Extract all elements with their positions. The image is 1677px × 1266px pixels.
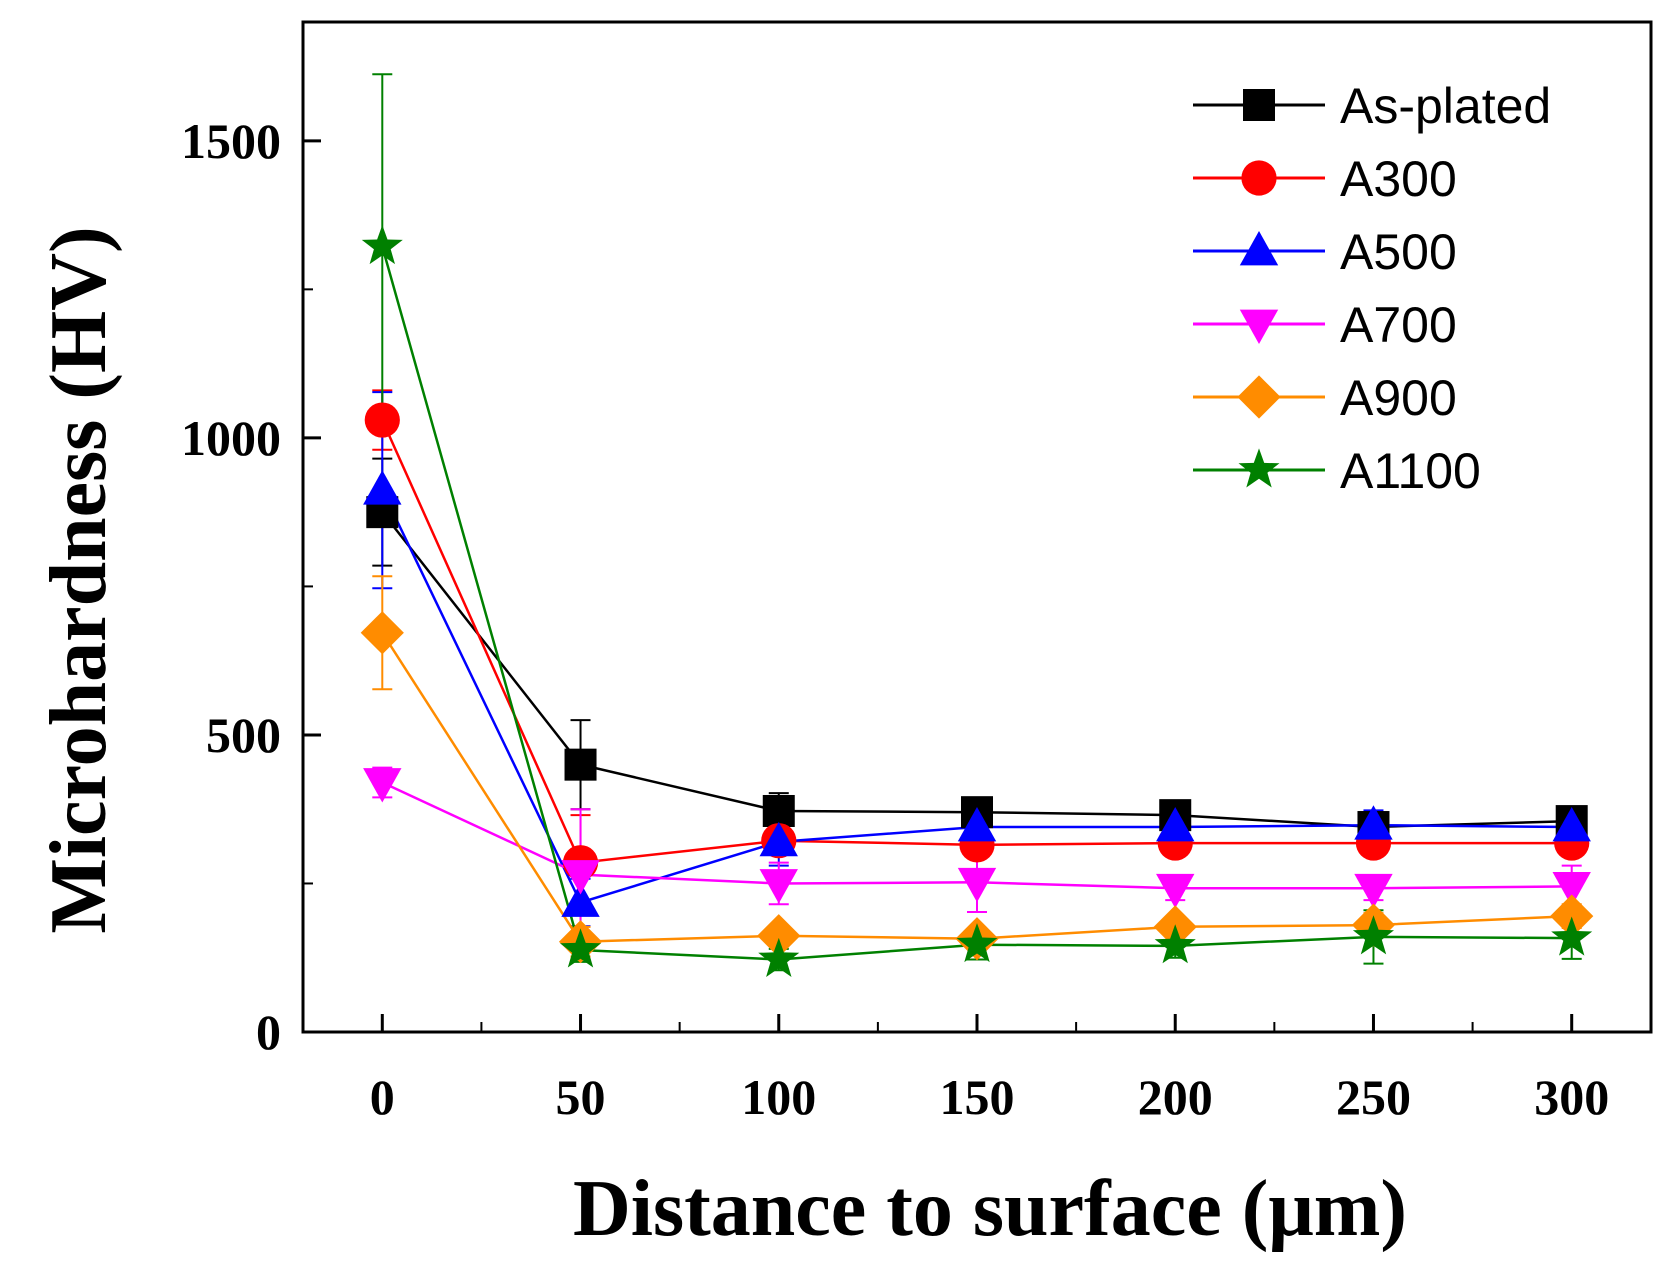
data-point-a500-200: [1156, 807, 1195, 842]
legend-label-as-plated: As-plated: [1340, 78, 1551, 134]
y-tick-label-500: 500: [206, 707, 281, 763]
y-tick-label-1500: 1500: [181, 113, 281, 169]
data-point-a1100-300: [1551, 916, 1593, 956]
data-point-a900-0: [360, 611, 404, 655]
data-point-as-plated-50: [564, 748, 597, 781]
data-point-a700-100: [759, 869, 798, 904]
data-point-a500-250: [1354, 805, 1393, 840]
data-point-a900-300: [1550, 894, 1594, 938]
data-point-a700-0: [363, 768, 402, 803]
data-point-a500-300: [1552, 807, 1591, 842]
legend-marker-as-plated: [1243, 89, 1275, 121]
x-tick-label-0: 0: [370, 1069, 395, 1125]
x-tick-label-150: 150: [940, 1069, 1015, 1125]
data-point-a1100-150: [956, 923, 998, 963]
data-point-a700-50: [561, 860, 600, 895]
data-point-a1100-50: [560, 928, 602, 968]
y-tick-label-1000: 1000: [181, 410, 281, 466]
data-point-a500-0: [363, 470, 402, 505]
data-point-a700-250: [1354, 873, 1393, 909]
legend-label-a1100: A1100: [1340, 443, 1481, 499]
data-point-a500-100: [759, 821, 798, 857]
y-axis-title: Microhardness (HV): [35, 226, 123, 933]
legend-marker-a500: [1239, 231, 1279, 266]
data-point-a500-50: [561, 882, 600, 917]
x-tick-label-250: 250: [1336, 1069, 1411, 1125]
data-point-a300-0: [364, 402, 400, 438]
data-point-a1100-200: [1154, 924, 1196, 964]
series-markers: [360, 225, 1594, 977]
x-tick-label-50: 50: [556, 1069, 606, 1125]
data-point-a500-150: [957, 807, 997, 842]
y-axis-ticks: 0 500 1000 1500: [181, 113, 321, 1060]
x-axis-title: Distance to surface (μm): [573, 1165, 1407, 1253]
data-point-a1100-250: [1352, 915, 1394, 955]
y-tick-label-0: 0: [256, 1004, 281, 1060]
data-point-a1100-0: [361, 225, 403, 265]
legend-marker-a900: [1237, 375, 1281, 419]
data-point-as-plated-100: [762, 794, 795, 827]
legend-label-a300: A300: [1340, 151, 1457, 207]
data-point-a700-200: [1156, 873, 1195, 909]
x-tick-label-300: 300: [1534, 1069, 1609, 1125]
x-tick-label-100: 100: [741, 1069, 816, 1125]
data-point-a700-300: [1552, 872, 1591, 907]
legend: As-plated A300 A500 A700 A900 A1100: [1193, 78, 1551, 499]
legend-marker-a1100: [1238, 448, 1280, 488]
legend-label-a700: A700: [1340, 297, 1457, 353]
x-tick-label-200: 200: [1138, 1069, 1213, 1125]
legend-marker-a700: [1239, 309, 1279, 344]
legend-marker-a300: [1241, 160, 1277, 196]
x-axis-ticks: 0 50 100 150 200 250 300: [370, 1014, 1609, 1125]
data-point-a1100-100: [758, 937, 800, 977]
data-point-a900-100: [757, 914, 801, 958]
data-point-a700-150: [957, 867, 997, 903]
legend-label-a900: A900: [1340, 370, 1457, 426]
legend-label-a500: A500: [1340, 224, 1457, 280]
